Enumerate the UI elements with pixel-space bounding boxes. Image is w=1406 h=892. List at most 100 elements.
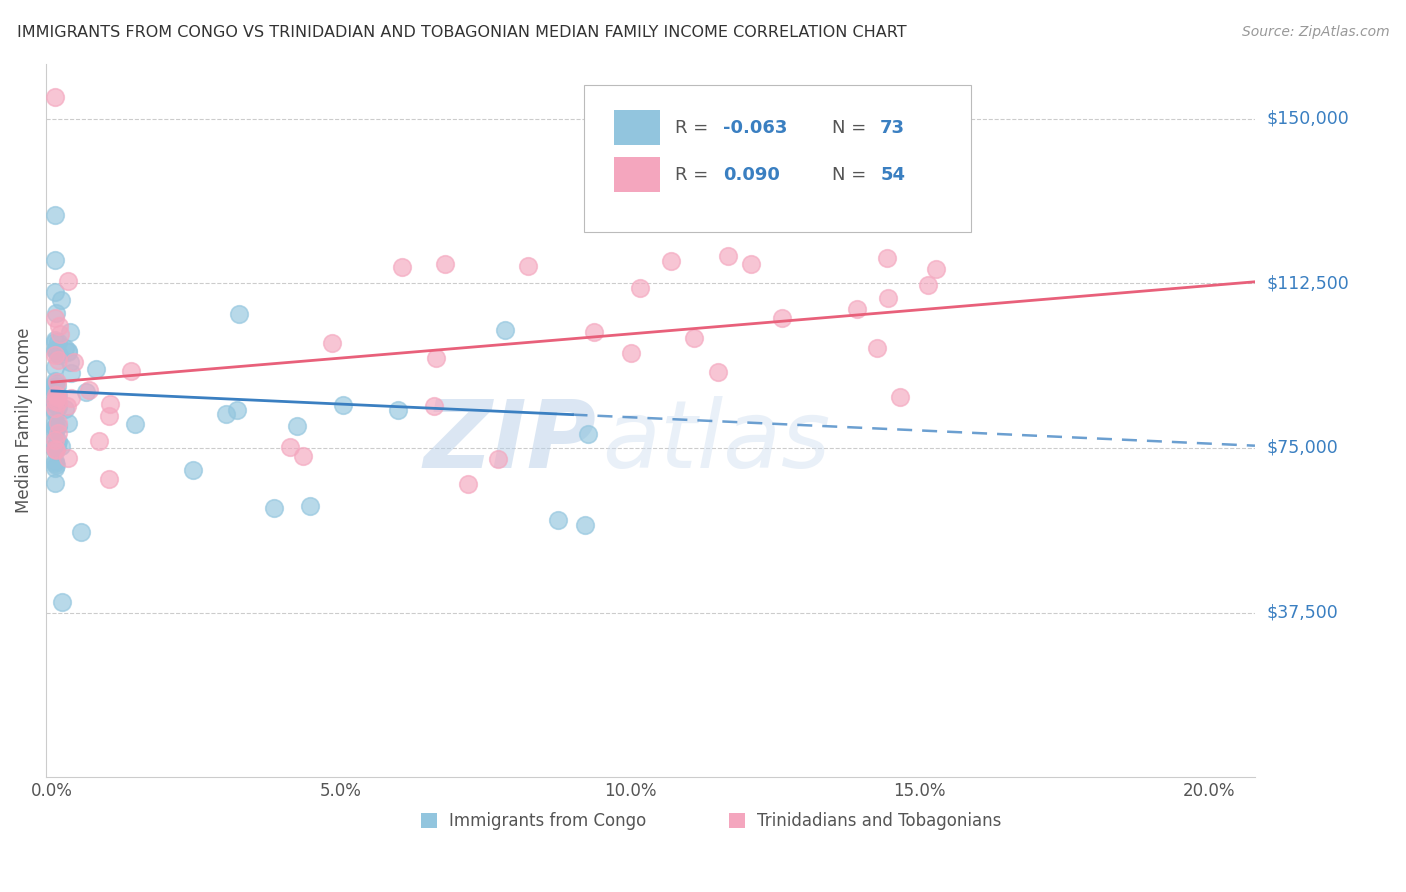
Text: $37,500: $37,500	[1265, 604, 1339, 622]
Point	[44, 252, 66, 267]
Text: $150,000: $150,000	[1265, 110, 1348, 128]
Point	[285, 418, 308, 433]
Point	[770, 310, 793, 325]
Point	[48, 348, 70, 362]
Point	[44, 343, 66, 358]
Point	[44, 209, 66, 223]
Point	[44, 311, 66, 326]
Point	[45, 342, 67, 356]
Point	[98, 409, 121, 423]
Point	[53, 402, 76, 417]
Point	[44, 439, 66, 453]
Point	[44, 432, 66, 446]
Point	[45, 306, 67, 320]
Point	[423, 400, 446, 414]
Text: $112,500: $112,500	[1265, 275, 1348, 293]
Point	[75, 384, 97, 399]
Point	[263, 500, 285, 515]
Point	[547, 513, 569, 527]
Point	[59, 325, 82, 339]
Point	[494, 323, 516, 337]
Text: N =: N =	[832, 166, 872, 184]
Point	[425, 351, 447, 365]
Point	[877, 292, 900, 306]
Point	[44, 348, 66, 362]
Point	[53, 342, 76, 356]
Point	[44, 401, 66, 416]
Text: atlas: atlas	[602, 396, 831, 487]
Point	[740, 257, 762, 271]
Point	[44, 415, 66, 429]
Point	[58, 343, 80, 358]
Point	[876, 251, 898, 265]
Point	[46, 418, 69, 433]
Point	[59, 391, 82, 405]
Point	[98, 397, 121, 411]
Point	[44, 90, 66, 104]
Point	[98, 472, 121, 486]
Point	[387, 403, 409, 417]
Y-axis label: Median Family Income: Median Family Income	[15, 327, 32, 513]
Text: R =: R =	[675, 119, 714, 136]
Point	[628, 281, 651, 295]
Point	[45, 436, 67, 450]
Point	[45, 458, 67, 472]
Point	[48, 318, 70, 333]
Point	[60, 366, 83, 380]
Point	[391, 260, 413, 274]
Point	[45, 388, 67, 402]
Point	[299, 499, 322, 513]
Point	[457, 477, 479, 491]
Point	[44, 456, 66, 470]
Point	[48, 326, 70, 341]
Point	[44, 333, 66, 347]
Text: $75,000: $75,000	[1265, 439, 1339, 457]
Point	[46, 401, 69, 415]
Point	[84, 362, 107, 376]
Point	[46, 334, 69, 349]
Text: IMMIGRANTS FROM CONGO VS TRINIDADIAN AND TOBAGONIAN MEDIAN FAMILY INCOME CORRELA: IMMIGRANTS FROM CONGO VS TRINIDADIAN AND…	[17, 25, 907, 40]
Point	[44, 334, 66, 349]
Point	[486, 452, 509, 467]
Point	[866, 341, 889, 355]
Point	[44, 374, 66, 388]
Point	[44, 460, 66, 475]
Point	[659, 254, 682, 268]
Point	[683, 331, 706, 345]
Point	[44, 406, 66, 420]
Point	[44, 442, 66, 457]
Point	[44, 392, 66, 407]
Point	[583, 325, 606, 339]
Point	[46, 434, 69, 449]
Point	[44, 285, 66, 299]
Point	[574, 518, 596, 533]
FancyBboxPatch shape	[583, 86, 972, 232]
Point	[69, 524, 91, 539]
Point	[228, 307, 250, 321]
Point	[56, 416, 79, 430]
Point	[44, 419, 66, 434]
Point	[44, 382, 66, 396]
Point	[321, 336, 343, 351]
Point	[89, 434, 111, 449]
Point	[58, 274, 80, 288]
Point	[44, 443, 66, 458]
Point	[45, 376, 67, 390]
Point	[56, 399, 79, 413]
Point	[44, 421, 66, 435]
Point	[44, 383, 66, 397]
Point	[46, 378, 69, 392]
Point	[49, 438, 72, 452]
Point	[44, 475, 66, 490]
Point	[433, 256, 456, 270]
Point	[292, 449, 315, 463]
Point	[46, 353, 69, 368]
Point	[44, 384, 66, 399]
Point	[925, 261, 948, 276]
FancyBboxPatch shape	[614, 158, 661, 192]
Point	[889, 390, 911, 404]
Point	[846, 301, 869, 316]
Text: 54: 54	[880, 166, 905, 184]
Text: 0.090: 0.090	[723, 166, 780, 184]
Point	[49, 293, 72, 307]
